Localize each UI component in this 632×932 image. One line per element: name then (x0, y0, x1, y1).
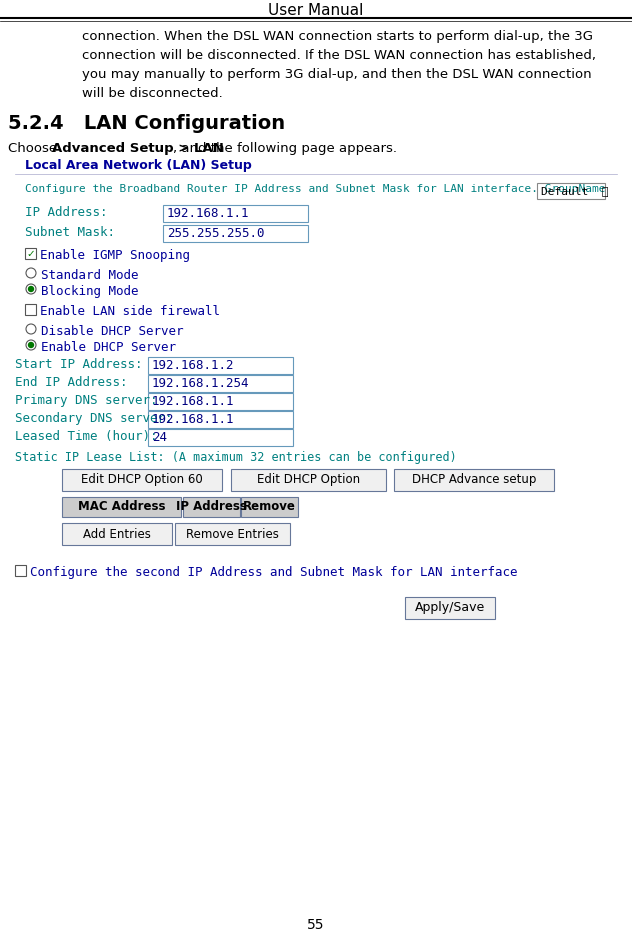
Text: Subnet Mask:: Subnet Mask: (25, 226, 115, 239)
Bar (163, 225, 308, 242)
Bar (175, 523, 290, 545)
Bar (62, 469, 222, 491)
Text: Remove Entries: Remove Entries (186, 528, 279, 541)
Text: Add Entries: Add Entries (83, 528, 151, 541)
Text: 192.168.1.1: 192.168.1.1 (152, 395, 234, 408)
Bar (405, 597, 495, 619)
Bar (183, 497, 240, 517)
Bar (148, 393, 293, 410)
Text: 5.2.4   LAN Configuration: 5.2.4 LAN Configuration (8, 114, 285, 133)
Text: 192.168.1.2: 192.168.1.2 (152, 359, 234, 372)
Text: User Manual: User Manual (269, 3, 363, 18)
Text: 192.168.1.1: 192.168.1.1 (152, 413, 234, 426)
Text: Standard Mode: Standard Mode (41, 269, 138, 282)
Text: Edit DHCP Option 60: Edit DHCP Option 60 (81, 473, 203, 487)
Bar (25, 304, 36, 315)
Text: End IP Address:: End IP Address: (15, 376, 128, 389)
Text: Enable LAN side firewall: Enable LAN side firewall (40, 305, 220, 318)
Text: Disable DHCP Server: Disable DHCP Server (41, 325, 183, 338)
Text: Enable IGMP Snooping: Enable IGMP Snooping (40, 249, 190, 262)
Circle shape (26, 324, 36, 334)
Bar (148, 375, 293, 392)
Bar (15, 565, 26, 576)
Bar (537, 183, 605, 199)
Text: connection. When the DSL WAN connection starts to perform dial-up, the 3G: connection. When the DSL WAN connection … (82, 30, 593, 43)
Text: Enable DHCP Server: Enable DHCP Server (41, 341, 176, 354)
Text: ✓: ✓ (26, 249, 35, 258)
Text: 255.255.255.0: 255.255.255.0 (167, 227, 265, 240)
Text: 192.168.1.1: 192.168.1.1 (167, 207, 250, 220)
Text: Secondary DNS server:: Secondary DNS server: (15, 412, 173, 425)
Text: 192.168.1.254: 192.168.1.254 (152, 377, 250, 390)
Text: 24: 24 (152, 431, 167, 444)
Text: Remove: Remove (243, 500, 296, 514)
Text: MAC Address: MAC Address (78, 500, 165, 514)
Bar (241, 497, 298, 517)
Text: Local Area Network (LAN) Setup: Local Area Network (LAN) Setup (25, 159, 252, 172)
Text: DHCP Advance setup: DHCP Advance setup (412, 473, 536, 487)
Text: will be disconnected.: will be disconnected. (82, 87, 222, 100)
Text: connection will be disconnected. If the DSL WAN connection has established,: connection will be disconnected. If the … (82, 49, 596, 62)
Text: Configure the Broadband Router IP Address and Subnet Mask for LAN interface. Gro: Configure the Broadband Router IP Addres… (25, 184, 605, 194)
Text: you may manually to perform 3G dial-up, and then the DSL WAN connection: you may manually to perform 3G dial-up, … (82, 68, 592, 81)
Circle shape (28, 286, 33, 292)
Text: Static IP Lease List: (A maximum 32 entries can be configured): Static IP Lease List: (A maximum 32 entr… (15, 451, 457, 464)
Bar (148, 411, 293, 428)
Text: IP Address:: IP Address: (25, 206, 107, 219)
Text: Leased Time (hour):: Leased Time (hour): (15, 430, 157, 443)
Text: Advanced Setup > LAN: Advanced Setup > LAN (52, 142, 224, 155)
Circle shape (26, 284, 36, 294)
Bar (394, 469, 554, 491)
Bar (148, 429, 293, 446)
Bar (62, 523, 172, 545)
Bar (62, 497, 181, 517)
Text: Default  ˅: Default ˅ (541, 186, 609, 196)
Text: Apply/Save: Apply/Save (415, 601, 485, 614)
Text: 55: 55 (307, 918, 325, 932)
Text: Primary DNS server:: Primary DNS server: (15, 394, 157, 407)
Text: IP Address: IP Address (176, 500, 247, 514)
Circle shape (26, 268, 36, 278)
Text: Edit DHCP Option: Edit DHCP Option (257, 473, 360, 487)
Text: Choose: Choose (8, 142, 61, 155)
Text: Start IP Address:: Start IP Address: (15, 358, 142, 371)
Text: Configure the second IP Address and Subnet Mask for LAN interface: Configure the second IP Address and Subn… (30, 566, 518, 579)
Bar (163, 205, 308, 222)
Text: Blocking Mode: Blocking Mode (41, 285, 138, 298)
Circle shape (26, 340, 36, 350)
Bar (25, 248, 36, 259)
Circle shape (28, 342, 33, 348)
Bar (231, 469, 386, 491)
Text: , and the following page appears.: , and the following page appears. (173, 142, 397, 155)
Bar (148, 357, 293, 374)
